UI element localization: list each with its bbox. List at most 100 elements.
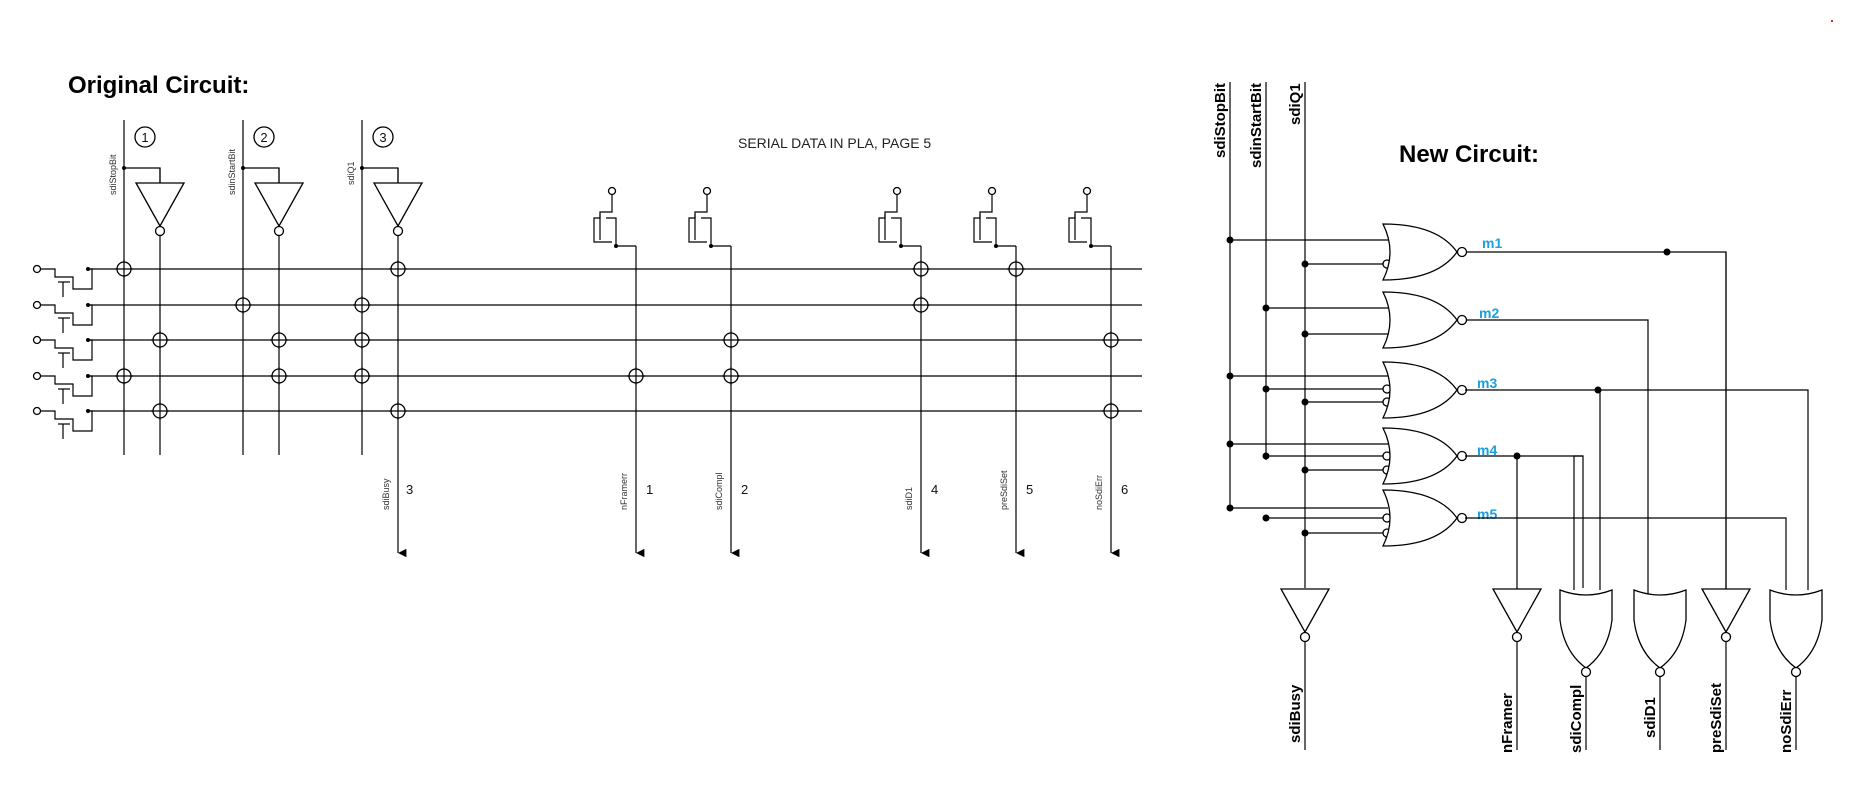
junction-dot [1226,236,1234,244]
new-circuit: New Circuit: sdiStopBit sdinStartBit sdi… [1212,82,1823,753]
junction-dot [86,338,90,342]
nor-sdid1 [1633,589,1687,669]
input-number: 2 [260,130,267,145]
inverter-nframer [1491,588,1543,634]
term-routing [1465,251,1809,600]
junction-dot [1262,514,1270,522]
transistor-terminal [32,264,42,274]
junction-dot [1301,466,1309,474]
input-label-sdistopbit: sdiStopBit [108,154,118,195]
transistor-terminal [32,371,42,381]
output-label-presdiset: preSdiSet [999,470,1009,510]
original-circuit: Original Circuit: SERIAL DATA IN PLA, PA… [32,72,1142,558]
nor-nosdierr [1769,589,1823,669]
output-number: 6 [1121,482,1128,497]
nor-gate-m5 [1381,489,1458,547]
new-circuit-title: New Circuit: [1399,141,1539,168]
output-number: 4 [931,482,938,497]
junction-dot [1226,372,1234,380]
junction-dot [86,409,90,413]
input-label-sdinstartbit: sdinStartBit [227,148,237,195]
input-number-badge [372,126,394,148]
original-circuit-title: Original Circuit: [68,72,249,99]
drain-line [986,217,1016,247]
input-number: 3 [379,130,386,145]
junction-dot [1301,529,1309,537]
new-input-label-sdinstartbit: sdinStartBit [1248,83,1265,168]
junction-dot [1301,398,1309,406]
input-number-badge [253,126,275,148]
new-output-label-sdibusy: sdiBusy [1287,684,1304,743]
output-number: 3 [406,482,413,497]
term-label-m1: m1 [1482,235,1502,251]
junction-dot [86,374,90,378]
pullup-transistor [40,268,93,290]
transistor-terminal [702,186,712,196]
output-number: 2 [741,482,748,497]
drain-line [891,217,921,247]
term-label-m3: m3 [1477,375,1497,391]
new-output-label-presdiset: preSdiSet [1708,683,1725,753]
input-number-badge [134,126,156,148]
new-input-label-sdistopbit: sdiStopBit [1212,83,1229,158]
junction-dot [994,244,998,248]
nor-gate-m4 [1381,427,1458,485]
input-number: 1 [141,130,148,145]
pullup-transistor [40,339,93,361]
pullup-transistors [32,264,93,439]
output-label-nosdierr: noSdiErr [1094,475,1104,510]
junction-dot [1262,385,1270,393]
term-label-m5: m5 [1477,506,1497,522]
new-output-label-nframer: nFramer [1499,693,1516,753]
nor-gate-m1 [1381,223,1458,281]
red-speck [1831,20,1833,22]
output-labels: sdiBusy 3 nFramerr 1 sdiCompl 2 sdiD1 4 … [381,470,1128,510]
transistor-terminal [607,186,617,196]
new-output-labels: sdiBusy nFramer sdiCompl sdiD1 preSdiSet… [1287,683,1795,753]
pullup-transistor [40,304,93,326]
junction-dot [86,267,90,271]
transistor-terminal [32,300,42,310]
output-label-sdicompl: sdiCompl [714,472,724,510]
output-number: 1 [646,482,653,497]
nor-gates [1381,223,1468,547]
junction-dot [899,244,903,248]
nor-bubble [1456,246,1468,258]
junction-dot [1301,260,1309,268]
input-label-sdiq1: sdiQ1 [346,161,356,185]
transistor-terminal [1082,186,1092,196]
input-column-2: 2 sdinStartBit [227,120,305,455]
junction-dot [86,303,90,307]
junction-dot [1262,304,1270,312]
output-label-nframerr: nFramerr [619,473,629,510]
nor-gate-m3 [1381,361,1458,419]
transistor-terminal [32,406,42,416]
new-output-gates [1279,456,1823,750]
junction-dot [1262,452,1270,460]
input-column-1: 1 sdiStopBit [108,120,186,455]
nor-sdicompl [1559,589,1613,669]
junction-dot [614,244,618,248]
input-column-3: 3 sdiQ1 [346,120,424,455]
term-label-m4: m4 [1477,442,1497,458]
term-label-m2: m2 [1479,305,1499,321]
drain-line [606,217,636,247]
pla-crosspoints [115,260,1120,420]
drain-line [1081,217,1111,247]
product-lines [88,268,1142,412]
new-input-rails: sdiStopBit sdinStartBit sdiQ1 [1212,82,1306,588]
junction-dot [1089,244,1093,248]
junction-dot [1301,330,1309,338]
new-output-label-sdid1: sdiD1 [1642,697,1659,738]
nor-bubble [1456,314,1468,326]
drain-line [701,217,731,247]
transistor-terminal [32,335,42,345]
transistor-terminal [892,186,902,196]
output-transistors [593,186,1111,248]
term-labels: m1 m2 m3 m4 m5 [1477,235,1502,522]
junction-dot [1226,504,1234,512]
new-output-label-sdicompl: sdiCompl [1568,685,1585,753]
new-output-label-nosdierr: noSdiErr [1778,689,1795,753]
output-number: 5 [1026,482,1033,497]
